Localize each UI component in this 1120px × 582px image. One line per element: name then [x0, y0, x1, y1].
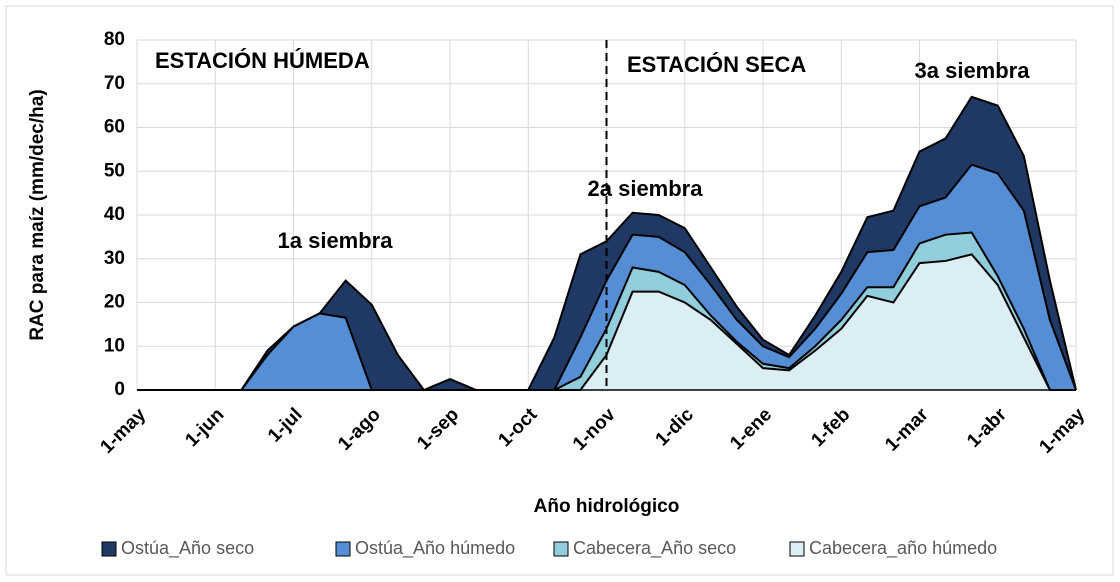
- y-tick-label: 60: [104, 117, 125, 138]
- x-axis-title: Año hidrológico: [534, 496, 680, 517]
- legend-label: Ostúa_Año húmedo: [355, 538, 515, 559]
- y-tick-label: 80: [104, 29, 125, 50]
- legend-swatch: [789, 541, 805, 557]
- area: [137, 254, 1076, 390]
- y-tick-label: 0: [114, 379, 125, 400]
- annotation: ESTACIÓN SECA: [627, 52, 806, 77]
- legend-swatch: [101, 541, 117, 557]
- y-tick-label: 50: [104, 160, 125, 181]
- legend-item: Cabecera_Año seco: [553, 538, 736, 559]
- y-axis-title: RAC para maíz (mm/dec/ha): [27, 89, 48, 340]
- y-tick-label: 70: [104, 73, 125, 94]
- legend-label: Ostúa_Año seco: [121, 538, 254, 559]
- legend-swatch: [553, 541, 569, 557]
- legend-item: Ostúa_Año húmedo: [335, 538, 515, 559]
- legend-item: Cabecera_año húmedo: [789, 538, 997, 559]
- annotation: 1a siembra: [278, 228, 394, 253]
- y-tick-label: 20: [104, 292, 125, 313]
- legend-item: Ostúa_Año seco: [101, 538, 254, 559]
- y-tick-label: 30: [104, 248, 125, 269]
- annotation: 2a siembra: [588, 176, 704, 201]
- y-tick-label: 10: [104, 335, 125, 356]
- annotation: 3a siembra: [915, 58, 1031, 83]
- legend-label: Cabecera_año húmedo: [809, 538, 997, 559]
- annotation: ESTACIÓN HÚMEDA: [155, 48, 370, 73]
- legend-label: Cabecera_Año seco: [573, 538, 736, 559]
- legend-swatch: [335, 541, 351, 557]
- y-tick-label: 40: [104, 204, 125, 225]
